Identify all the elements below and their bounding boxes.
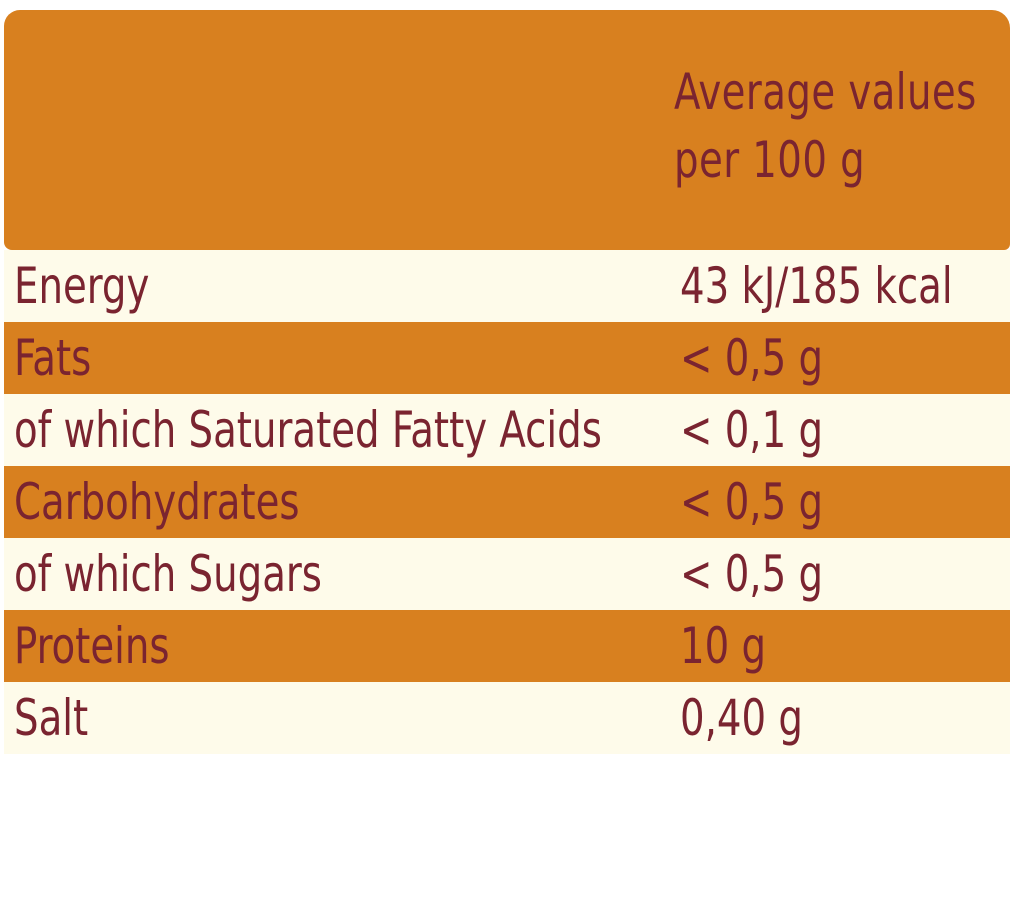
table-header: Average values per 100 g [4,10,1010,250]
table-row-salt: Salt 0,40 g [4,682,1010,754]
table-row-proteins: Proteins 10 g [4,610,1010,682]
table-row-sugars: of which Sugars < 0,5 g [4,538,1010,610]
row-label: of which Saturated Fatty Acids [14,401,602,459]
row-value: < 0,5 g [680,329,824,387]
row-label: Fats [14,329,92,387]
row-value: 0,40 g [680,689,803,747]
nutrition-table: Average values per 100 g Energy 43 kJ/18… [4,10,1010,754]
row-label: Salt [14,689,89,747]
table-row-fats: Fats < 0,5 g [4,322,1010,394]
header-title: Average values per 100 g [674,58,977,194]
table-row-saturated: of which Saturated Fatty Acids < 0,1 g [4,394,1010,466]
table-row-energy: Energy 43 kJ/185 kcal [4,250,1010,322]
row-label: of which Sugars [14,545,322,603]
row-label: Carbohydrates [14,473,300,531]
row-value: < 0,5 g [680,545,824,603]
row-value: < 0,1 g [680,401,824,459]
row-label: Energy [14,257,150,315]
row-value: 10 g [680,617,767,675]
row-value: < 0,5 g [680,473,824,531]
table-row-carbohydrates: Carbohydrates < 0,5 g [4,466,1010,538]
row-label: Proteins [14,617,170,675]
row-value: 43 kJ/185 kcal [680,257,953,315]
header-line-1: Average values [674,63,977,121]
header-line-2: per 100 g [674,131,866,189]
